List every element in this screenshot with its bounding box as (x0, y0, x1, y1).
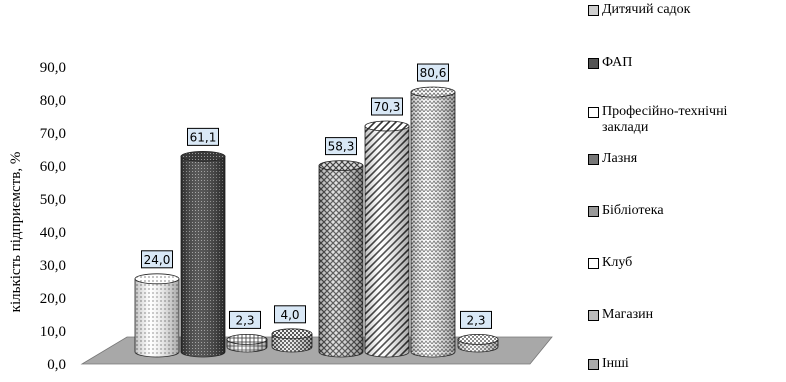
bar (410, 86, 456, 358)
data-label: 4,0 (274, 305, 306, 324)
y-tick-label: 10,0 (40, 324, 66, 340)
legend-label: Дитячий садок (602, 2, 691, 17)
data-label: 2,3 (460, 310, 492, 329)
bar-top (457, 334, 499, 345)
bar (180, 150, 226, 358)
data-label: 80,6 (417, 63, 449, 82)
legend-item: Професійно-технічні заклади (588, 104, 777, 136)
legend-item: ФАП (588, 55, 777, 71)
legend-item: Магазин (588, 307, 777, 323)
data-label: 2,3 (229, 310, 261, 329)
y-tick-label: 20,0 (40, 291, 66, 307)
bar (457, 334, 499, 353)
y-tick-label: 50,0 (40, 192, 66, 208)
legend-swatch (588, 58, 599, 69)
chart-legend: Дитячий садок ФАП Професійно-технічні закл… (588, 0, 786, 382)
data-label-box (229, 310, 261, 329)
legend-label: Професійно-технічні заклади (602, 104, 728, 135)
legend-label: Бібліотека (602, 203, 664, 218)
legend-label: Інші (602, 356, 629, 371)
y-tick-label: 30,0 (40, 258, 66, 274)
legend-label: ФАП (602, 55, 633, 70)
bar-shade (135, 278, 179, 357)
bar-top (410, 86, 456, 98)
data-label-box (417, 63, 449, 82)
bar (271, 328, 313, 353)
legend-swatch (588, 5, 599, 16)
y-tick-label: 70,0 (40, 126, 66, 142)
legend-item: Бібліотека (588, 203, 777, 219)
data-label-box (371, 97, 403, 116)
data-label-text: 58,3 (328, 140, 355, 154)
bar (318, 160, 364, 358)
bar-shade (365, 126, 409, 357)
legend-item: Інші (588, 356, 777, 372)
data-label-box (187, 127, 219, 146)
y-tick-label: 80,0 (40, 93, 66, 109)
data-label-box (325, 137, 357, 156)
data-label-text: 2,3 (235, 313, 254, 327)
legend-item: Дитячий садок (588, 2, 777, 18)
data-label-text: 61,1 (190, 130, 217, 144)
y-axis-title: кількість підприємств, % (8, 152, 24, 313)
legend-swatch (588, 359, 599, 370)
bar-top (318, 160, 364, 172)
legend-label: Лазня (602, 151, 638, 166)
legend-swatch (588, 206, 599, 217)
data-label: 24,0 (141, 250, 173, 269)
legend-swatch (588, 310, 599, 321)
bar-top (271, 328, 313, 340)
legend-label: Магазин (602, 307, 654, 322)
y-tick-label: 90,0 (40, 60, 66, 76)
data-label: 61,1 (187, 127, 219, 146)
y-tick-label: 0,0 (47, 357, 66, 373)
data-label-box (460, 310, 492, 329)
legend-swatch (588, 107, 599, 118)
y-tick-label: 40,0 (40, 225, 66, 241)
bar (364, 120, 410, 358)
legend-item: Лазня (588, 151, 777, 167)
bar-shade (319, 165, 363, 357)
bar-shade (411, 92, 455, 358)
legend-item: Клуб (588, 255, 777, 271)
data-label-text: 80,6 (420, 66, 447, 80)
data-label-text: 70,3 (374, 100, 401, 114)
data-label-box (141, 250, 173, 269)
bar (134, 273, 180, 358)
data-label-text: 2,3 (466, 313, 485, 327)
bar-top (364, 120, 410, 132)
legend-label: Клуб (602, 255, 633, 270)
legend-swatch (588, 258, 599, 269)
data-label: 70,3 (371, 97, 403, 116)
bar-top (134, 273, 180, 285)
data-label-text: 24,0 (144, 253, 171, 267)
bar-top (226, 334, 268, 345)
bar (226, 334, 268, 353)
data-label: 58,3 (325, 137, 357, 156)
y-tick-label: 60,0 (40, 159, 66, 175)
bar-top (180, 150, 226, 162)
bar-shade (181, 156, 225, 357)
data-label-box (274, 305, 306, 324)
data-label-text: 4,0 (280, 308, 299, 322)
legend-swatch (588, 154, 599, 165)
